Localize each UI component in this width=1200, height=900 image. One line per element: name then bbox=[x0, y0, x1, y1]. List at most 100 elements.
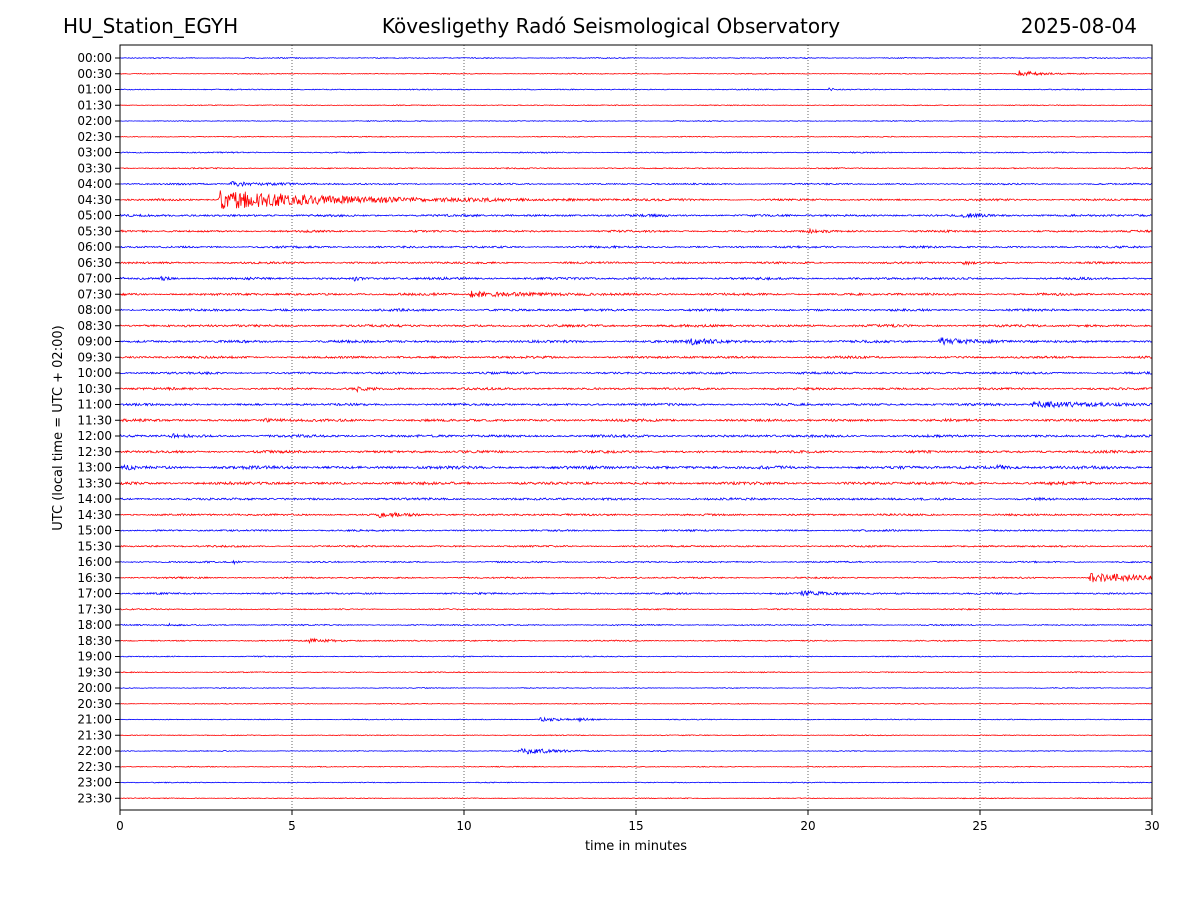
y-tick-label: 23:00 bbox=[77, 776, 112, 790]
y-tick-label: 03:30 bbox=[77, 161, 112, 175]
trace-0600 bbox=[119, 244, 1153, 249]
y-axis-label: UTC (local time = UTC + 02:00) bbox=[51, 325, 66, 530]
y-tick-label: 11:00 bbox=[77, 398, 112, 412]
y-tick-label: 15:30 bbox=[77, 539, 112, 553]
trace-1630 bbox=[119, 572, 1153, 583]
x-tick-label: 0 bbox=[116, 819, 124, 833]
trace-1100 bbox=[119, 400, 1153, 409]
trace-1730 bbox=[119, 607, 1153, 611]
y-tick-label: 20:30 bbox=[77, 697, 112, 711]
y-tick-label: 01:00 bbox=[77, 83, 112, 97]
trace-1200 bbox=[119, 433, 1153, 439]
y-tick-label: 14:30 bbox=[77, 508, 112, 522]
y-tick-label: 08:00 bbox=[77, 303, 112, 317]
trace-1530 bbox=[119, 544, 1153, 549]
trace-2000 bbox=[119, 686, 1152, 690]
trace-0030 bbox=[119, 70, 1153, 77]
trace-0830 bbox=[119, 323, 1153, 329]
trace-2330 bbox=[119, 797, 1153, 800]
y-tick-label: 14:00 bbox=[77, 492, 112, 506]
y-tick-label: 19:30 bbox=[77, 665, 112, 679]
y-tick-label: 09:30 bbox=[77, 350, 112, 364]
trace-2200 bbox=[119, 747, 1153, 755]
trace-0130 bbox=[119, 104, 1153, 107]
y-tick-label: 02:30 bbox=[77, 130, 112, 144]
trace-2030 bbox=[119, 702, 1153, 705]
y-tick-label: 17:00 bbox=[77, 587, 112, 601]
trace-0430 bbox=[119, 190, 1153, 210]
chart-date: 2025-08-04 bbox=[1020, 14, 1137, 38]
trace-1430 bbox=[119, 511, 1153, 519]
y-tick-label: 00:00 bbox=[77, 51, 112, 65]
y-tick-label: 21:30 bbox=[77, 728, 112, 742]
trace-1900 bbox=[119, 655, 1153, 658]
trace-0100 bbox=[119, 87, 1153, 92]
trace-0400 bbox=[119, 181, 1153, 187]
y-tick-label: 03:00 bbox=[77, 146, 112, 160]
y-tick-label: 02:00 bbox=[77, 114, 112, 128]
trace-0630 bbox=[119, 260, 1153, 266]
trace-0300 bbox=[119, 151, 1153, 154]
y-tick-label: 10:30 bbox=[77, 382, 112, 396]
trace-1000 bbox=[119, 370, 1153, 376]
y-tick-label: 23:30 bbox=[77, 791, 112, 805]
trace-1230 bbox=[119, 449, 1153, 455]
y-tick-label: 18:00 bbox=[77, 618, 112, 632]
trace-1700 bbox=[119, 589, 1153, 597]
chart-title: Kövesligethy Radó Seismological Observat… bbox=[381, 14, 841, 38]
trace-0730 bbox=[119, 290, 1153, 298]
y-tick-label: 06:00 bbox=[77, 240, 112, 254]
trace-1030 bbox=[119, 386, 1153, 394]
trace-2300 bbox=[119, 781, 1153, 784]
y-tick-label: 13:30 bbox=[77, 476, 112, 490]
grid-lines bbox=[291, 45, 981, 810]
y-tick-label: 16:30 bbox=[77, 571, 112, 585]
trace-0200 bbox=[119, 119, 1153, 123]
trace-0700 bbox=[119, 275, 1153, 282]
trace-0530 bbox=[119, 227, 1153, 235]
trace-1830 bbox=[119, 637, 1153, 645]
y-tick-label: 08:30 bbox=[77, 319, 112, 333]
y-tick-label: 19:00 bbox=[77, 650, 112, 664]
trace-1400 bbox=[119, 496, 1153, 502]
x-axis-label: time in minutes bbox=[585, 839, 687, 854]
y-tick-label: 05:00 bbox=[77, 209, 112, 223]
x-axis-ticks: 0 5 10 15 20 25 30 bbox=[116, 810, 1160, 833]
y-tick-label: 21:00 bbox=[77, 713, 112, 727]
y-tick-label: 16:00 bbox=[77, 555, 112, 569]
y-tick-label: 15:00 bbox=[77, 524, 112, 538]
trace-0230 bbox=[119, 135, 1153, 138]
y-tick-label: 06:30 bbox=[77, 256, 112, 270]
y-tick-label: 22:00 bbox=[77, 744, 112, 758]
x-tick-label: 10 bbox=[456, 819, 471, 833]
trace-0900 bbox=[119, 337, 1153, 346]
y-tick-label: 17:30 bbox=[77, 602, 112, 616]
trace-1130 bbox=[119, 417, 1153, 423]
trace-1930 bbox=[119, 671, 1153, 674]
trace-1500 bbox=[119, 528, 1153, 533]
x-tick-label: 30 bbox=[1144, 819, 1159, 833]
trace-0330 bbox=[120, 167, 1153, 170]
trace-2130 bbox=[119, 734, 1153, 737]
trace-1800 bbox=[119, 622, 1153, 627]
y-tick-label: 20:00 bbox=[77, 681, 112, 695]
trace-0800 bbox=[119, 307, 1153, 313]
y-tick-label: 04:00 bbox=[77, 177, 112, 191]
y-tick-label: 22:30 bbox=[77, 760, 112, 774]
y-tick-label: 11:30 bbox=[77, 413, 112, 427]
y-tick-label: 09:00 bbox=[77, 335, 112, 349]
trace-0000 bbox=[119, 56, 1153, 60]
y-tick-label: 18:30 bbox=[77, 634, 112, 648]
station-name: HU_Station_EGYH bbox=[63, 14, 239, 38]
x-tick-label: 5 bbox=[288, 819, 296, 833]
trace-2100 bbox=[119, 716, 1153, 723]
y-tick-label: 13:00 bbox=[77, 461, 112, 475]
trace-1600 bbox=[119, 559, 1153, 566]
trace-0500 bbox=[119, 212, 1153, 219]
y-tick-label: 10:00 bbox=[77, 366, 112, 380]
y-tick-label: 12:30 bbox=[77, 445, 112, 459]
trace-2230 bbox=[119, 765, 1153, 768]
y-tick-label: 01:30 bbox=[77, 98, 112, 112]
